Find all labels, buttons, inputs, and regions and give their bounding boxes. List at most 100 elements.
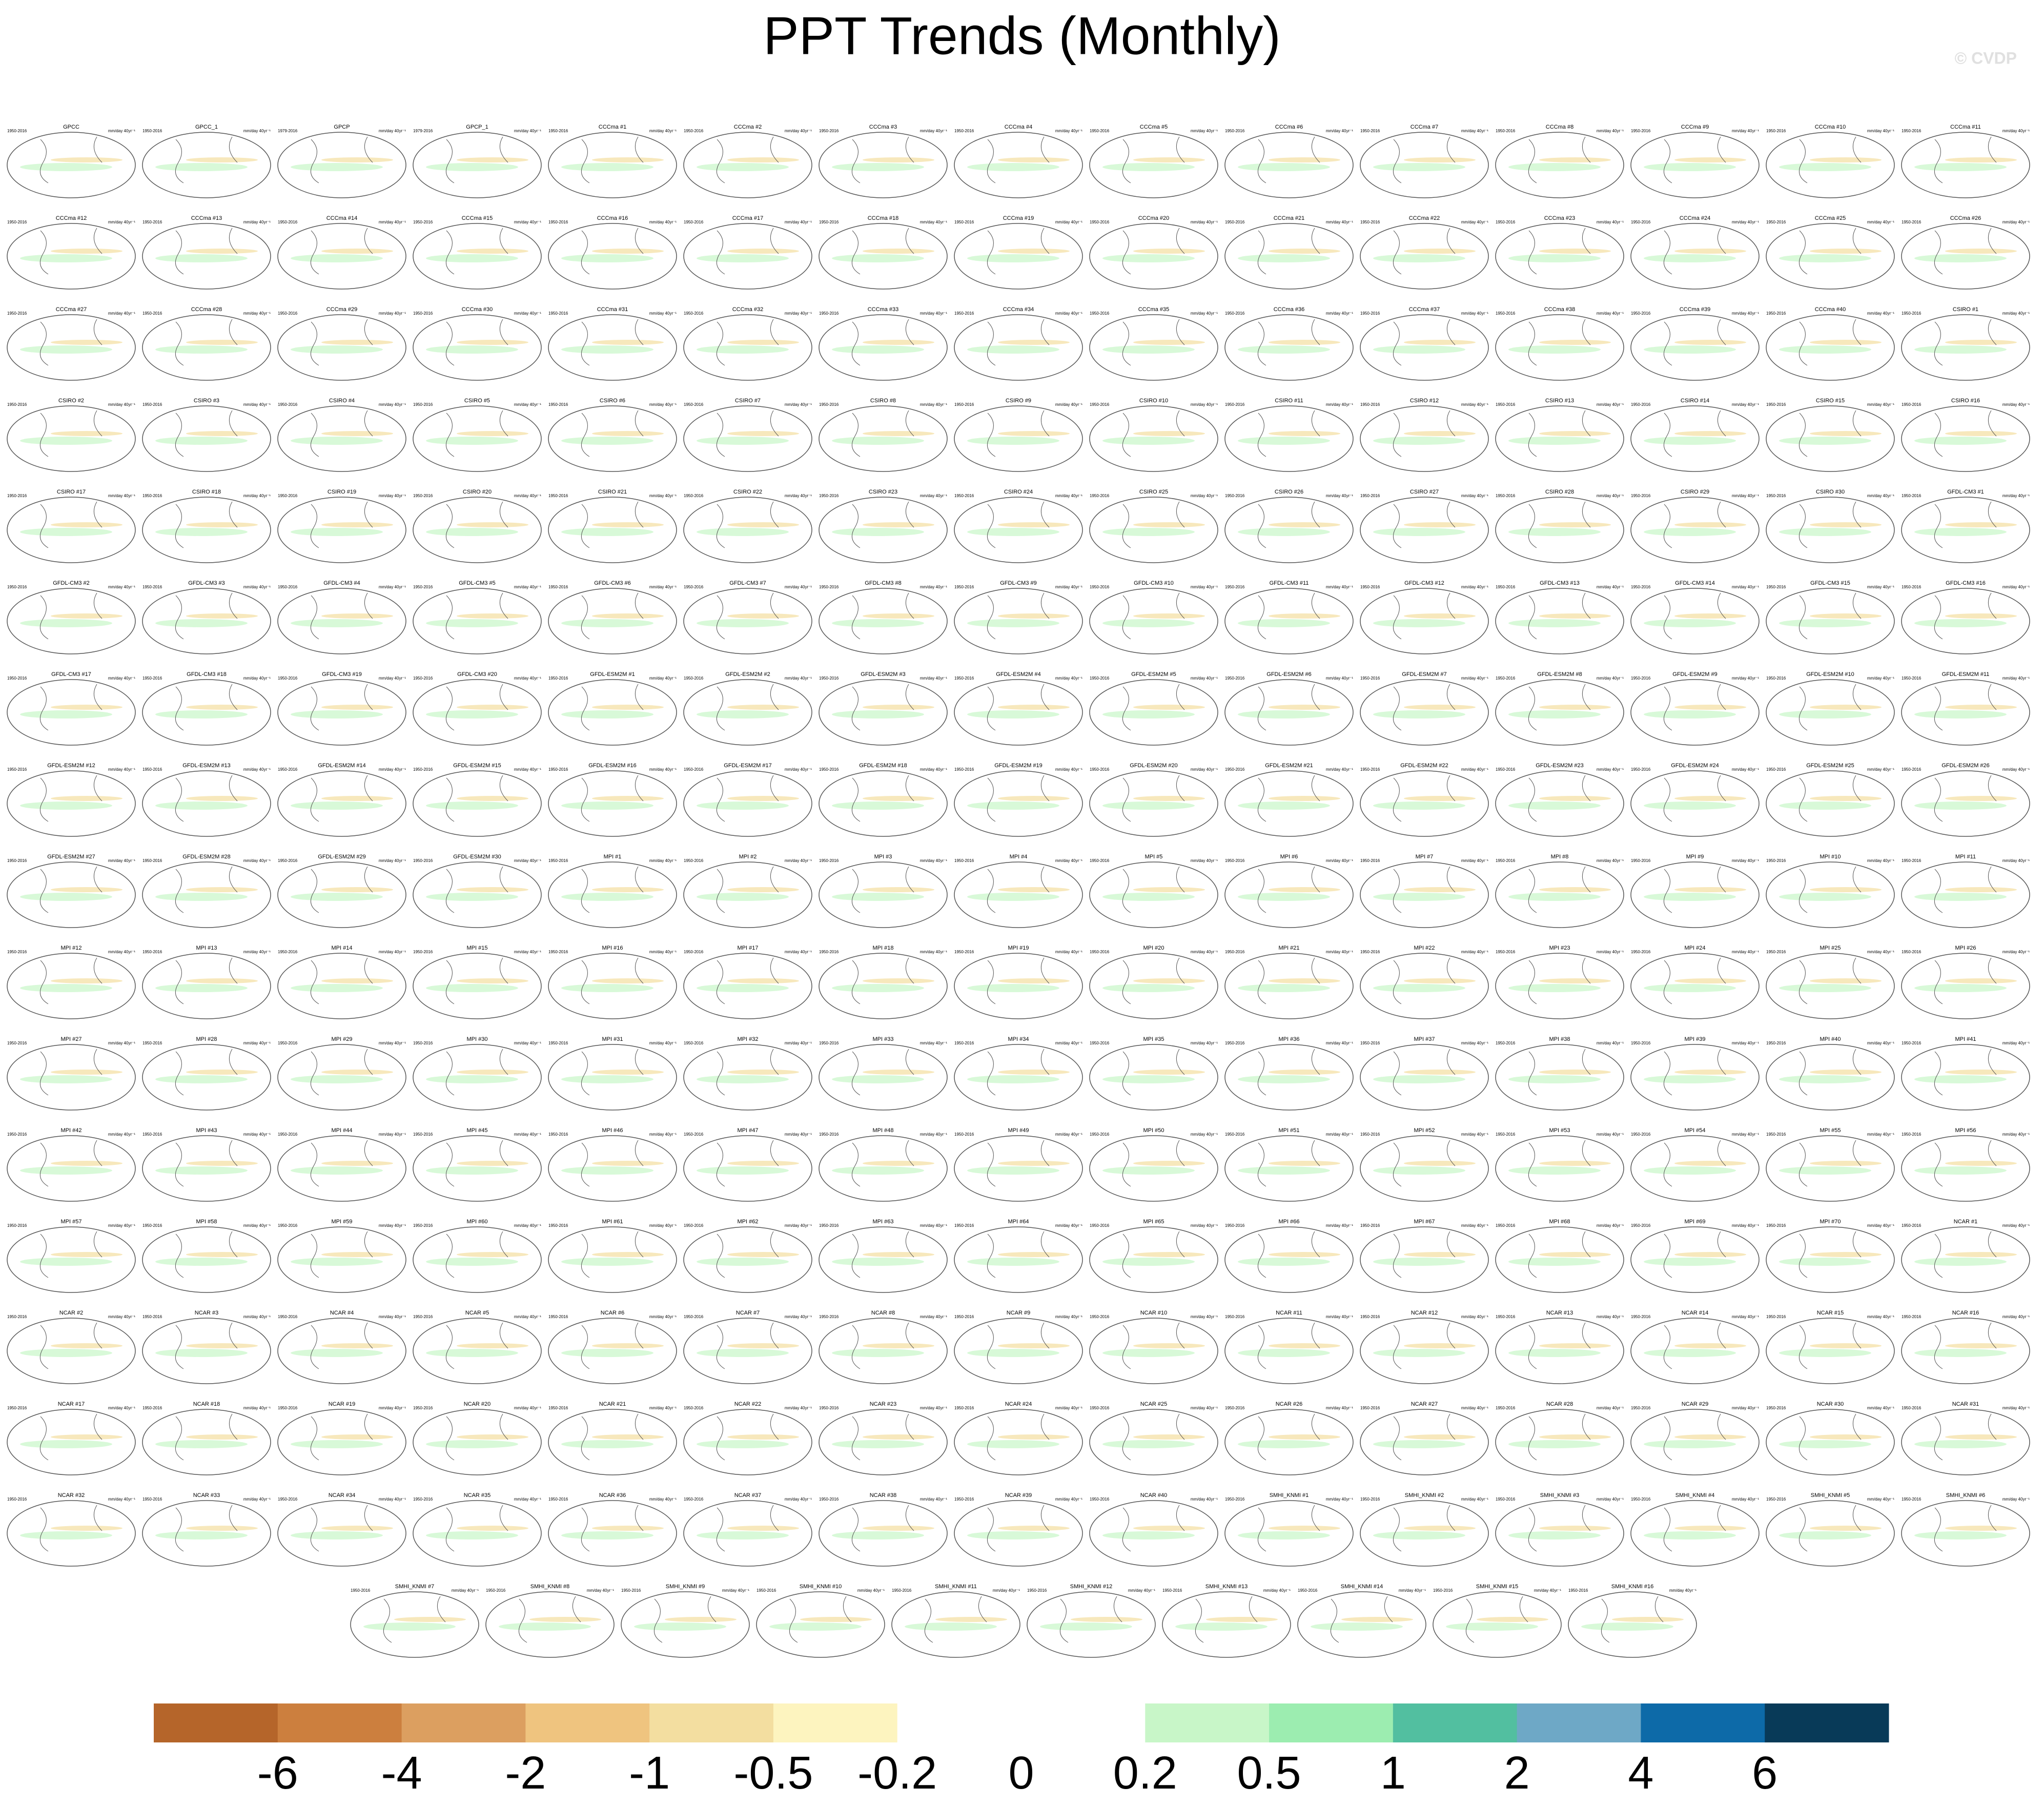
map-band — [998, 1343, 1070, 1348]
map-band — [1373, 345, 1465, 354]
map-band — [1914, 893, 2007, 901]
map-band — [20, 802, 112, 810]
map-band — [1539, 431, 1611, 436]
panel-units: mm/day 40yr⁻¹ — [1597, 950, 1624, 954]
map-band — [998, 340, 1070, 345]
map-coast — [851, 1413, 914, 1461]
panel-units: mm/day 40yr⁻¹ — [1732, 676, 1759, 681]
map-band — [697, 163, 789, 171]
panel-title: CCCma #20 — [1138, 215, 1170, 221]
colorbar-box — [154, 1703, 278, 1742]
panel-period: 1950-2016 — [954, 402, 974, 407]
colorbar-label: 0.2 — [1113, 1748, 1177, 1799]
map-band — [1674, 1161, 1746, 1166]
map-band — [1779, 1440, 1871, 1448]
map-band — [1133, 1434, 1205, 1440]
panel-title: CCCma #32 — [732, 306, 764, 313]
map-band — [1674, 522, 1746, 527]
map-band — [1779, 710, 1871, 718]
panel-units: mm/day 40yr⁻¹ — [1732, 311, 1759, 316]
map-coast — [1934, 136, 1997, 183]
map-band — [186, 157, 258, 162]
map-band — [1945, 431, 2017, 436]
map-band — [1373, 1349, 1465, 1357]
map-band — [1238, 1258, 1330, 1266]
map-band — [186, 249, 258, 254]
panel-period: 1950-2016 — [954, 767, 974, 772]
map-coast — [581, 319, 644, 366]
map-coast — [1798, 866, 1862, 913]
map-band — [832, 1531, 924, 1539]
panel-units: mm/day 40yr⁻¹ — [785, 676, 812, 681]
map-band — [769, 1623, 862, 1631]
map-band — [426, 1075, 518, 1083]
map-band — [1508, 528, 1601, 536]
panel-title: CSIRO #30 — [1816, 489, 1845, 495]
panel-units: mm/day 40yr⁻¹ — [1263, 1588, 1291, 1593]
map-band — [1539, 1434, 1611, 1440]
map-band — [832, 1258, 924, 1266]
panel-period: 1950-2016 — [548, 1041, 568, 1045]
panel-period: 1950-2016 — [7, 1223, 27, 1228]
map-band — [291, 254, 383, 262]
map-band — [1539, 522, 1611, 527]
map-band — [51, 887, 122, 892]
map-coast — [1663, 136, 1726, 183]
panel-period: 1950-2016 — [278, 1041, 298, 1045]
map-coast — [1393, 775, 1456, 822]
map-band — [291, 893, 383, 901]
map-coast — [851, 319, 914, 366]
map-coast — [716, 1413, 779, 1461]
map-band — [1810, 431, 1882, 436]
map-band — [1674, 887, 1746, 892]
panel-units: mm/day 40yr⁻¹ — [1597, 1406, 1624, 1410]
panel-units: mm/day 40yr⁻¹ — [1597, 858, 1624, 863]
panel-title: GFDL-ESM2M #12 — [47, 763, 95, 769]
map-coast — [1934, 866, 1997, 913]
panel-units: mm/day 40yr⁻¹ — [1867, 311, 1894, 316]
panel-period: 1950-2016 — [1433, 1588, 1453, 1593]
map-coast — [789, 1596, 852, 1643]
panel-period: 1950-2016 — [1225, 585, 1245, 589]
colorbar-label: 0.5 — [1237, 1748, 1301, 1799]
map-band — [863, 887, 934, 892]
panel-title: CCCma #10 — [1815, 124, 1846, 130]
map-coast — [1934, 1413, 1997, 1461]
map-band — [863, 705, 934, 710]
panel-units: mm/day 40yr⁻¹ — [1055, 1223, 1082, 1228]
panel-units: mm/day 40yr⁻¹ — [1461, 1223, 1488, 1228]
panel-period: 1950-2016 — [548, 858, 568, 863]
panel-title: GPCC — [63, 124, 79, 130]
panel-title: NCAR #31 — [1952, 1401, 1979, 1407]
panel-period: 1950-2016 — [1225, 1041, 1245, 1045]
map-band — [1238, 1531, 1330, 1539]
map-band — [1238, 1440, 1330, 1448]
panel-units: mm/day 40yr⁻¹ — [108, 494, 135, 498]
panel-period: 1950-2016 — [142, 311, 162, 316]
panel-title: GFDL-CM3 #18 — [187, 671, 227, 677]
map-band — [1404, 431, 1476, 436]
map-coast — [1257, 410, 1320, 457]
map-coast — [175, 1413, 238, 1461]
panel-period: 1950-2016 — [1902, 129, 1922, 133]
colorbar-box — [773, 1703, 898, 1742]
map-band — [832, 1349, 924, 1357]
panel-units: mm/day 40yr⁻¹ — [1191, 950, 1218, 954]
map-band — [967, 984, 1059, 992]
panel-units: mm/day 40yr⁻¹ — [379, 950, 406, 954]
map-band — [291, 984, 383, 992]
map-band — [998, 796, 1070, 801]
